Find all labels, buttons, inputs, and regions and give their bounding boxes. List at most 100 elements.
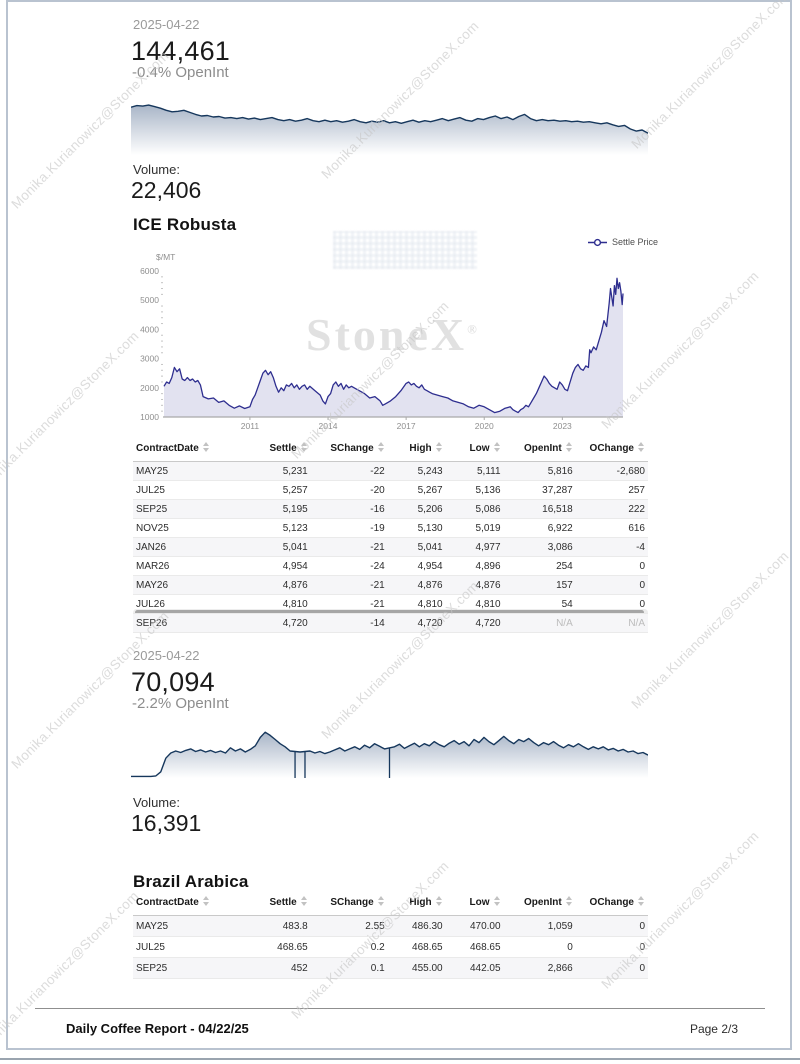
section-title-ice-robusta: ICE Robusta (133, 215, 237, 234)
column-header-settle[interactable]: Settle (229, 891, 311, 916)
column-label: SChange (330, 443, 374, 454)
open-interest-change: -0.4% OpenInt (132, 64, 229, 81)
value-cell: 2.55 (310, 915, 388, 937)
column-header-low[interactable]: Low (445, 891, 504, 916)
value-cell: 5,243 (387, 461, 446, 481)
column-label: OChange (589, 897, 634, 908)
table-row: MAY25 483.8 2.55 486.30 470.00 1,059 0 (133, 915, 648, 937)
value-cell: -22 (310, 461, 388, 481)
legend-settle-price[interactable]: Settle Price (588, 237, 658, 247)
sort-icon (435, 442, 443, 452)
value-cell: 6,922 (503, 518, 576, 538)
value-cell: 468.65 (387, 936, 446, 958)
column-label: OChange (589, 443, 634, 454)
table-row: MAY26 4,876 -21 4,876 4,876 157 0 (133, 575, 648, 595)
sort-icon (493, 896, 501, 906)
section-title-brazil-arabica: Brazil Arabica (133, 872, 249, 891)
footer-report-title: Daily Coffee Report - 04/22/25 (66, 1021, 249, 1036)
value-cell: 5,111 (445, 461, 504, 481)
value-cell: 452 (229, 957, 311, 979)
contract-cell: MAY26 (133, 575, 230, 595)
value-cell: 1,059 (503, 915, 576, 937)
table-row: MAR26 4,954 -24 4,954 4,896 254 0 (133, 556, 648, 576)
value-cell: 5,130 (387, 518, 446, 538)
value-cell: 4,876 (445, 575, 504, 595)
sort-icon (202, 442, 210, 452)
column-header-contractdate[interactable]: ContractDate (133, 437, 230, 462)
stonex-chart-watermark: StoneX® (306, 309, 480, 360)
contract-cell: MAY25 (133, 461, 230, 481)
header-row: ContractDate Settle SChange High Low OpenInt O… (133, 437, 648, 462)
settle-price-marker-icon (588, 238, 607, 246)
column-header-low[interactable]: Low (445, 437, 504, 462)
column-header-openint[interactable]: OpenInt (503, 891, 576, 916)
value-cell: 3,086 (503, 537, 576, 557)
column-header-ochange[interactable]: OChange (575, 437, 648, 462)
column-label: OpenInt (523, 897, 562, 908)
value-cell: 483.8 (229, 915, 311, 937)
value-cell: -21 (310, 594, 388, 614)
svg-text:3000: 3000 (140, 354, 159, 364)
value-cell: -21 (310, 537, 388, 557)
value-cell: 54 (503, 594, 576, 614)
value-cell: 486.30 (387, 915, 446, 937)
value-cell: 5,123 (229, 518, 311, 538)
contract-cell: MAY25 (133, 915, 230, 937)
value-cell: 0 (575, 594, 648, 614)
value-cell: 4,954 (229, 556, 311, 576)
column-header-schange[interactable]: SChange (310, 437, 388, 462)
report-date: 2025-04-22 (133, 17, 200, 32)
column-label: Settle (269, 443, 297, 454)
column-label: High (409, 443, 432, 454)
contract-cell: SEP25 (133, 499, 230, 519)
svg-text:2000: 2000 (140, 383, 159, 393)
value-cell: 5,816 (503, 461, 576, 481)
arabica-contracts-table: ContractDate Settle SChange High Low OpenInt O… (133, 891, 648, 979)
column-label: SChange (330, 897, 374, 908)
value-cell: -2,680 (575, 461, 648, 481)
svg-text:2014: 2014 (319, 421, 338, 431)
svg-text:2023: 2023 (553, 421, 572, 431)
value-cell: 5,206 (387, 499, 446, 519)
value-cell: 5,231 (229, 461, 311, 481)
header-row: ContractDate Settle SChange High Low OpenInt O… (133, 891, 648, 916)
column-header-contractdate[interactable]: ContractDate (133, 891, 230, 916)
value-cell: 157 (503, 575, 576, 595)
open-interest-value: 144,461 (131, 36, 230, 66)
sort-icon (377, 896, 385, 906)
value-cell: 5,041 (229, 537, 311, 557)
column-header-high[interactable]: High (387, 437, 446, 462)
value-cell: 0 (575, 575, 648, 595)
volume-value: 16,391 (131, 810, 202, 836)
contract-cell: JUL26 (133, 594, 230, 614)
column-header-ochange[interactable]: OChange (575, 891, 648, 916)
table-row: JUL26 4,810 -21 4,810 4,810 54 0 (133, 594, 648, 614)
value-cell: 616 (575, 518, 648, 538)
table-row: MAY25 5,231 -22 5,243 5,111 5,816 -2,680 (133, 461, 648, 481)
footer-page-number: Page 2/3 (689, 1022, 738, 1036)
value-cell: -19 (310, 518, 388, 538)
value-cell: 5,195 (229, 499, 311, 519)
sort-icon (377, 442, 385, 452)
sort-icon (300, 442, 308, 452)
column-header-high[interactable]: High (387, 891, 446, 916)
value-cell: 468.65 (229, 936, 311, 958)
legend-label: Settle Price (612, 237, 659, 247)
value-cell: 4,810 (445, 594, 504, 614)
column-header-settle[interactable]: Settle (229, 437, 311, 462)
column-label: OpenInt (523, 443, 562, 454)
table-row: JUL25 5,257 -20 5,267 5,136 37,287 257 (133, 480, 648, 500)
sort-icon (493, 442, 501, 452)
table-row: SEP25 5,195 -16 5,206 5,086 16,518 222 (133, 499, 648, 519)
value-cell: 4,954 (387, 556, 446, 576)
sort-icon (565, 896, 573, 906)
value-cell: 257 (575, 480, 648, 500)
column-label: ContractDate (136, 897, 199, 908)
column-header-schange[interactable]: SChange (310, 891, 388, 916)
report-date: 2025-04-22 (133, 648, 200, 663)
volume-label: Volume: (133, 162, 180, 177)
column-header-openint[interactable]: OpenInt (503, 437, 576, 462)
value-cell: 4,977 (445, 537, 504, 557)
settle-price-chart[interactable]: 1000 2000 3000 4000 5000 6000 2011 2014 2017 2020… (131, 250, 648, 435)
open-interest-sparkline (131, 104, 648, 155)
